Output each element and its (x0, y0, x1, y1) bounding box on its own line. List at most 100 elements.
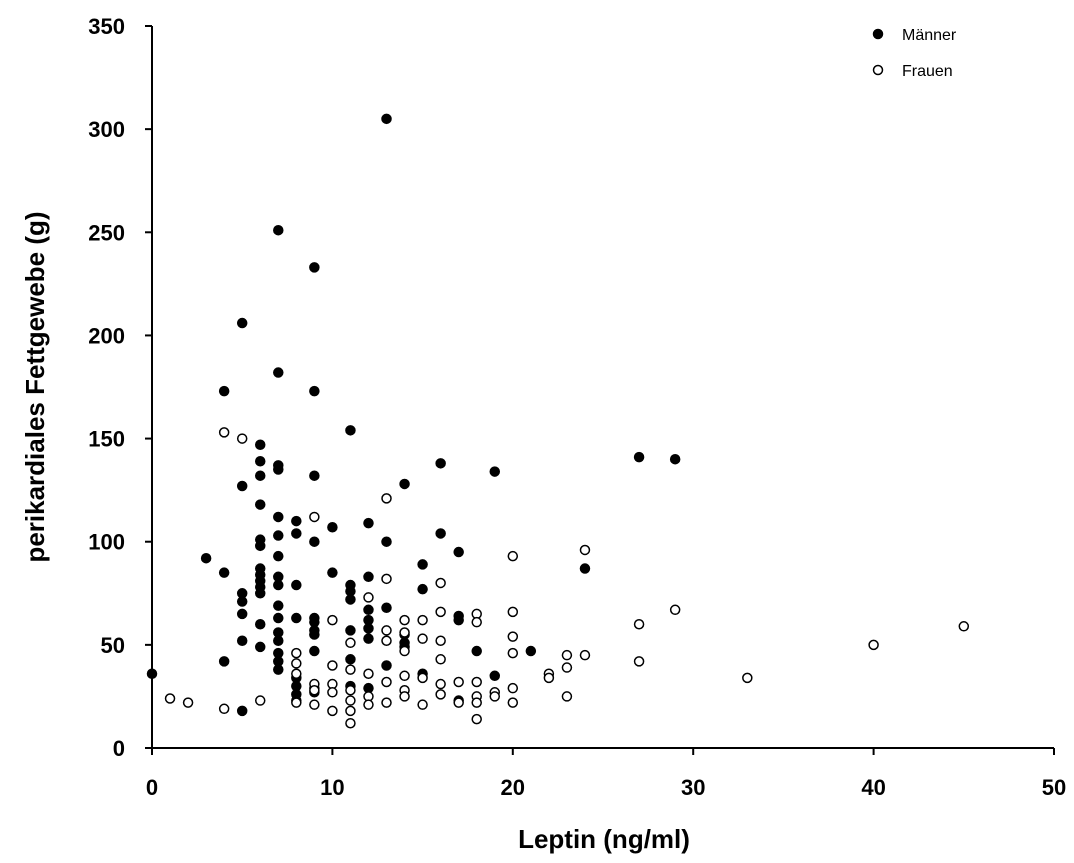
data-point-maenner (218, 656, 230, 667)
data-point-frauen (291, 668, 302, 679)
x-tick-label: 30 (681, 775, 705, 800)
data-point-maenner (254, 588, 266, 599)
legend-label-maenner: Männer (902, 27, 957, 44)
data-point-maenner (200, 552, 212, 564)
data-point-frauen (291, 647, 302, 659)
data-point-maenner (218, 567, 230, 578)
data-point-maenner (236, 705, 248, 717)
data-point-frauen (236, 433, 248, 444)
data-point-frauen (291, 658, 302, 669)
data-point-maenner (309, 385, 320, 397)
data-point-frauen (742, 672, 753, 684)
data-point-frauen (453, 697, 464, 708)
data-point-maenner (435, 458, 446, 469)
data-point-frauen (327, 705, 338, 717)
data-point-frauen (218, 427, 230, 438)
data-point-maenner (327, 567, 338, 578)
data-point-maenner (273, 224, 284, 236)
y-tick-label: 250 (88, 220, 125, 245)
data-point-maenner (218, 385, 230, 397)
data-point-maenner (273, 635, 284, 646)
data-point-maenner (525, 645, 537, 657)
data-point-maenner (363, 623, 374, 634)
x-tick-label: 50 (1042, 775, 1066, 800)
data-point-maenner (236, 608, 248, 620)
data-point-frauen (435, 678, 446, 690)
data-point-maenner (291, 579, 302, 591)
data-point-frauen (435, 689, 446, 700)
data-point-maenner (254, 456, 266, 467)
data-point-frauen (417, 614, 428, 626)
y-tick-label: 0 (113, 736, 125, 761)
data-point-maenner (489, 466, 501, 477)
x-tick-label: 20 (501, 775, 525, 800)
data-point-maenner (633, 451, 645, 463)
data-point-maenner (273, 367, 284, 378)
data-point-frauen (345, 637, 356, 649)
data-point-frauen (327, 687, 338, 698)
data-point-maenner (345, 625, 356, 636)
data-point-frauen (399, 645, 410, 657)
data-point-frauen (345, 695, 356, 706)
data-point-maenner (417, 583, 428, 595)
data-point-maenner (236, 317, 248, 329)
data-point-frauen (381, 493, 392, 504)
data-point-frauen (381, 697, 392, 708)
data-point-frauen (471, 676, 482, 688)
data-point-maenner (363, 633, 374, 644)
x-axis-title: Leptin (ng/ml) (518, 824, 690, 854)
data-point-frauen (507, 647, 519, 659)
data-point-frauen (471, 713, 482, 725)
legend-marker-maenner (872, 28, 884, 40)
data-point-maenner (489, 670, 501, 682)
ticks (145, 25, 1055, 755)
data-point-maenner (273, 550, 284, 562)
data-point-frauen (435, 606, 446, 618)
data-point-maenner (236, 480, 248, 492)
x-tick-label: 40 (861, 775, 885, 800)
data-point-frauen (958, 621, 970, 632)
data-point-maenner (254, 618, 266, 630)
data-point-frauen (633, 618, 645, 630)
data-point-frauen (417, 672, 428, 684)
data-point-frauen (453, 676, 464, 688)
data-point-frauen (417, 699, 428, 710)
data-point-frauen (633, 656, 645, 667)
data-point-maenner (146, 668, 158, 679)
data-point-maenner (254, 540, 266, 552)
data-point-maenner (254, 641, 266, 653)
data-point-frauen (507, 697, 519, 708)
data-point-frauen (507, 550, 519, 562)
y-tick-label: 200 (88, 323, 125, 348)
data-point-frauen (507, 682, 519, 694)
x-tick-label: 0 (146, 775, 158, 800)
data-point-maenner (345, 654, 356, 665)
data-point-frauen (507, 606, 519, 618)
x-tick-label: 10 (320, 775, 344, 800)
data-point-frauen (489, 691, 501, 702)
data-point-maenner (236, 596, 248, 607)
data-point-frauen (327, 614, 338, 626)
data-point-maenner (309, 262, 320, 273)
data-point-frauen (399, 691, 410, 702)
data-point-frauen (345, 705, 356, 717)
data-point-maenner (399, 478, 410, 490)
data-point-frauen (381, 676, 392, 688)
y-tick-label: 300 (88, 117, 125, 142)
data-point-maenner (453, 614, 464, 626)
data-point-frauen (417, 633, 428, 644)
data-point-frauen (381, 625, 392, 636)
legend-label-frauen: Frauen (902, 63, 953, 80)
data-point-frauen (507, 631, 519, 642)
data-point-maenner (273, 464, 284, 475)
data-point-maenner (273, 664, 284, 675)
data-point-maenner (273, 579, 284, 591)
data-point-frauen (345, 717, 356, 729)
data-point-maenner (669, 453, 681, 465)
data-point-frauen (309, 699, 320, 710)
tick-labels: 0 10 20 30 40 50 0 50 100 150 200 250 300 350 (88, 14, 1066, 800)
data-point-maenner (363, 571, 374, 583)
data-point-maenner (273, 600, 284, 611)
data-point-frauen (381, 573, 392, 585)
